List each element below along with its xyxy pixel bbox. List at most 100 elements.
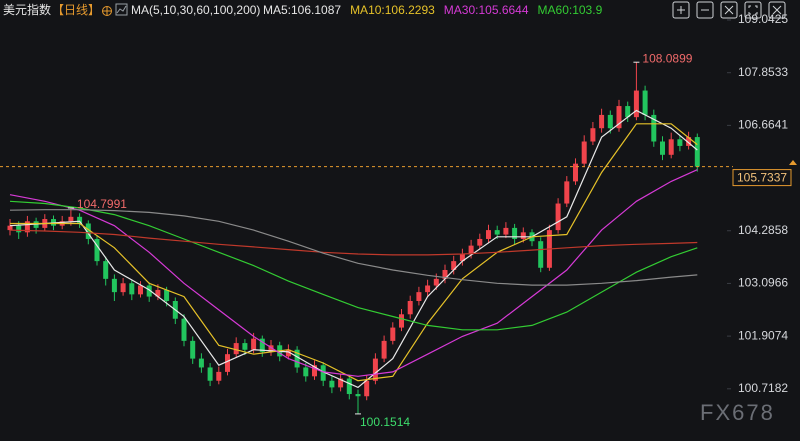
candle-body	[364, 380, 370, 397]
y-tick-label: 109.0425	[738, 12, 788, 26]
candle-body	[660, 141, 665, 155]
candle-body	[216, 371, 222, 381]
candle-body	[503, 227, 509, 235]
candle-body	[390, 327, 396, 341]
candle-body	[642, 90, 648, 115]
candle-body	[120, 283, 126, 293]
toolbar	[672, 1, 786, 19]
candle-body	[573, 163, 578, 182]
candle-body	[346, 378, 352, 395]
candle-body	[633, 90, 639, 118]
candle-body	[477, 238, 483, 246]
candle-body	[607, 114, 613, 129]
candle-body	[486, 230, 491, 239]
last-price-label: 105.7337	[737, 170, 787, 184]
candle-body	[259, 338, 265, 352]
toolbar-icon	[677, 6, 685, 14]
candle-body	[651, 114, 657, 142]
candle-body	[155, 289, 161, 297]
ma-line	[9, 209, 698, 286]
high-annotation: 108.0899	[642, 51, 692, 65]
legend-entry: MA5:106.1087	[263, 3, 341, 17]
y-tick-label: 107.8533	[738, 65, 788, 79]
candle-body	[581, 141, 587, 164]
candle-body	[24, 221, 30, 233]
candle-body	[372, 358, 378, 381]
plot-area	[7, 62, 700, 414]
toolbar-button[interactable]	[768, 1, 786, 19]
low-annotation: 100.1514	[360, 415, 410, 429]
candle-body	[285, 349, 291, 357]
legend-entry: MA10:106.2293	[350, 3, 435, 17]
candle-body	[425, 285, 431, 293]
candle-body	[242, 343, 248, 350]
ma-line	[9, 229, 698, 256]
ma-line	[9, 169, 698, 377]
candle-body	[442, 269, 448, 279]
y-tick-label: 100.7182	[738, 381, 788, 395]
candle-body	[268, 345, 274, 352]
candle-body	[520, 232, 526, 239]
candle-body	[590, 128, 596, 142]
y-tick-label: 104.2858	[738, 223, 788, 237]
candle-body	[599, 114, 605, 129]
candle-body	[138, 285, 143, 295]
candle-body	[146, 285, 152, 297]
high-annotation: 104.7991	[77, 197, 127, 211]
indicator-icon-line	[116, 5, 127, 14]
candle-body	[381, 340, 387, 359]
candle-body	[555, 203, 561, 231]
toolbar-button[interactable]	[744, 1, 762, 19]
candle-body	[694, 137, 700, 167]
candle-body	[668, 139, 674, 155]
candle-body	[512, 227, 518, 239]
settings-icon-cross	[102, 6, 112, 16]
candle-body	[416, 292, 422, 301]
candle-body	[399, 314, 404, 328]
toolbar-button[interactable]	[672, 1, 690, 19]
candle-body	[198, 358, 204, 368]
candle-body	[459, 254, 465, 262]
candle-body	[225, 354, 230, 372]
watermark: FX678	[700, 400, 775, 425]
candle-body	[451, 261, 457, 270]
candle-body	[103, 261, 109, 279]
ma-line	[10, 123, 698, 382]
candle-body	[181, 318, 187, 341]
candle-body	[251, 338, 257, 350]
legend: 美元指数 【日线】 MA(5,10,30,60,100,200) MA5:106…	[3, 2, 603, 17]
candle-body	[7, 225, 13, 231]
price-arrow	[789, 160, 797, 165]
candle-body	[677, 139, 683, 146]
candle-body	[407, 301, 413, 315]
toolbar-button[interactable]	[720, 1, 738, 19]
y-tick-label: 106.6641	[738, 118, 788, 132]
toolbar-button[interactable]	[696, 1, 714, 19]
candle-body	[686, 137, 692, 146]
candle-body	[129, 283, 135, 295]
ma-line	[9, 200, 698, 331]
candle-body	[329, 380, 335, 388]
candle-body	[616, 106, 622, 129]
last-price-box	[732, 169, 792, 187]
candle-body	[433, 278, 439, 286]
candle-body	[77, 216, 83, 224]
toolbar-icon	[748, 5, 758, 15]
candle-body	[68, 216, 74, 222]
candle-body	[16, 225, 22, 233]
candle-body	[538, 241, 544, 268]
indicator-icon[interactable]	[115, 3, 128, 16]
candle-body	[355, 394, 361, 397]
toolbar-icon	[724, 5, 734, 15]
candle-body	[190, 340, 196, 359]
candle-body	[111, 278, 117, 293]
ma-legend: MA(5,10,30,60,100,200)	[131, 3, 260, 17]
toolbar-icon	[772, 5, 782, 15]
chart-title: 美元指数	[3, 2, 51, 17]
candle-body	[233, 343, 239, 355]
candle-body	[468, 245, 474, 255]
candle-body	[625, 106, 631, 118]
ma-line	[9, 109, 698, 389]
